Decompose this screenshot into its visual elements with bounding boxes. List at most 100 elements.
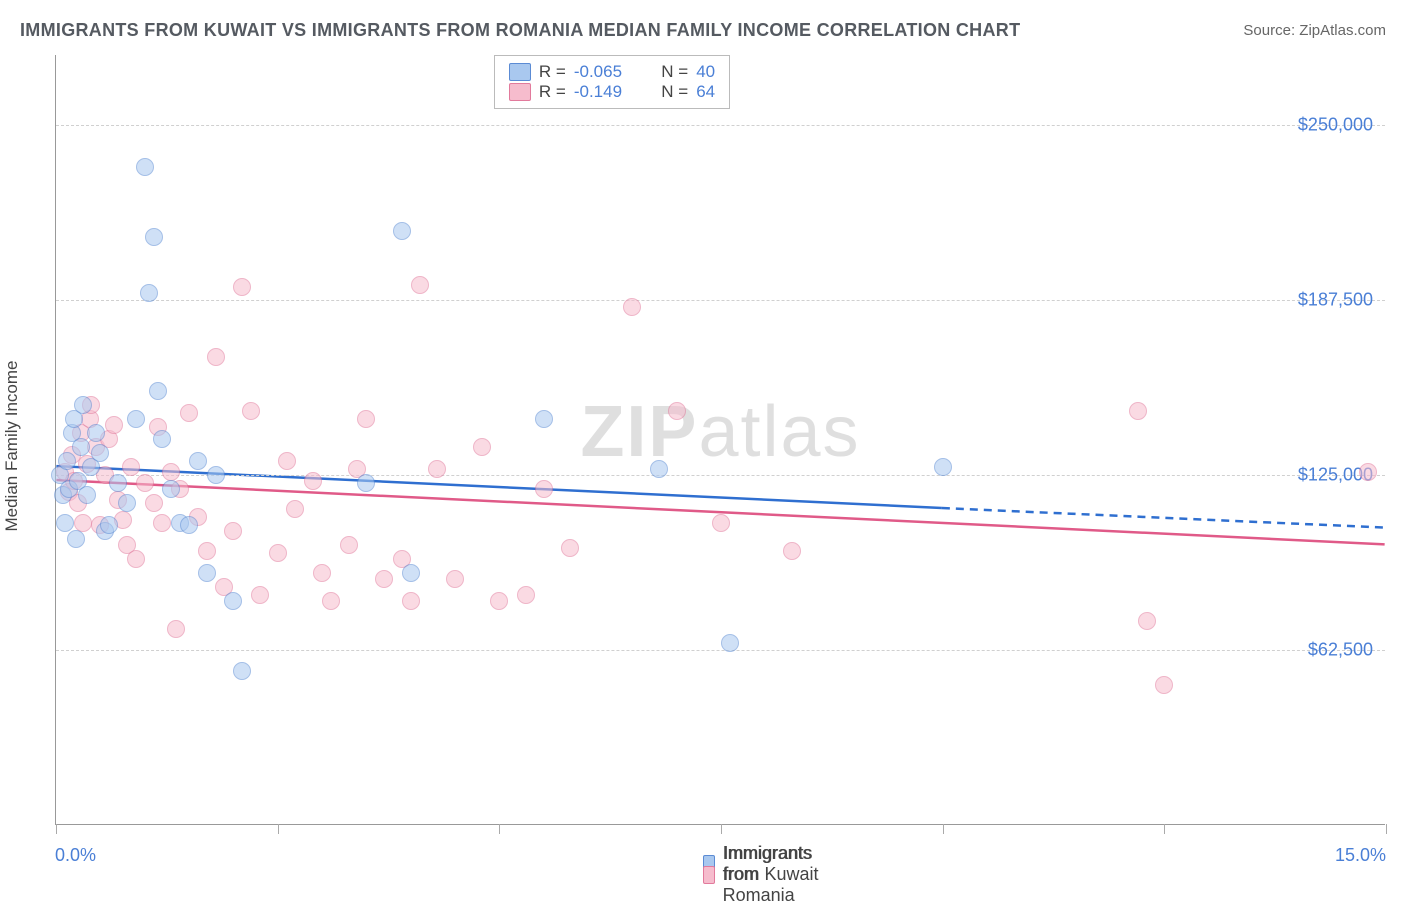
scatter-point	[87, 424, 105, 442]
scatter-point	[198, 564, 216, 582]
scatter-point	[428, 460, 446, 478]
gridline-h	[56, 125, 1385, 126]
scatter-point	[74, 514, 92, 532]
scatter-point	[535, 410, 553, 428]
r-value: -0.065	[574, 62, 644, 82]
scatter-point	[304, 472, 322, 490]
scatter-point	[198, 542, 216, 560]
legend-swatch	[509, 63, 531, 81]
n-value: 64	[696, 82, 715, 102]
scatter-point	[712, 514, 730, 532]
scatter-point	[668, 402, 686, 420]
scatter-point	[189, 452, 207, 470]
scatter-point	[517, 586, 535, 604]
plot-area: ZIPatlas $62,500$125,000$187,500$250,000	[55, 55, 1385, 825]
x-tick	[499, 824, 500, 834]
series-legend-item: Immigrants from Romania	[703, 843, 822, 906]
y-axis-label: Median Family Income	[2, 360, 22, 531]
x-tick-label-min: 0.0%	[55, 845, 96, 866]
series-legend-label: Immigrants from Romania	[723, 843, 822, 906]
chart-title: IMMIGRANTS FROM KUWAIT VS IMMIGRANTS FRO…	[20, 20, 1020, 41]
scatter-point	[269, 544, 287, 562]
scatter-point	[650, 460, 668, 478]
scatter-point	[105, 416, 123, 434]
scatter-point	[783, 542, 801, 560]
scatter-point	[127, 550, 145, 568]
y-tick-label: $250,000	[1298, 115, 1373, 136]
x-tick	[56, 824, 57, 834]
scatter-point	[278, 452, 296, 470]
scatter-point	[153, 430, 171, 448]
chart-container: IMMIGRANTS FROM KUWAIT VS IMMIGRANTS FRO…	[0, 0, 1406, 892]
stats-legend-row: R = -0.149 N = 64	[509, 82, 715, 102]
scatter-point	[233, 278, 251, 296]
scatter-point	[1129, 402, 1147, 420]
n-value: 40	[696, 62, 715, 82]
r-value: -0.149	[574, 82, 644, 102]
scatter-point	[162, 463, 180, 481]
scatter-point	[473, 438, 491, 456]
gridline-h	[56, 475, 1385, 476]
scatter-point	[1359, 463, 1377, 481]
legend-swatch	[509, 83, 531, 101]
scatter-point	[162, 480, 180, 498]
scatter-point	[224, 592, 242, 610]
scatter-point	[180, 404, 198, 422]
scatter-point	[1138, 612, 1156, 630]
scatter-point	[313, 564, 331, 582]
y-tick-label: $62,500	[1308, 640, 1373, 661]
scatter-point	[207, 466, 225, 484]
scatter-point	[934, 458, 952, 476]
scatter-point	[122, 458, 140, 476]
scatter-point	[357, 410, 375, 428]
scatter-point	[78, 486, 96, 504]
scatter-point	[136, 474, 154, 492]
scatter-point	[446, 570, 464, 588]
watermark: ZIPatlas	[580, 390, 860, 472]
scatter-point	[56, 514, 74, 532]
scatter-point	[402, 564, 420, 582]
scatter-point	[67, 530, 85, 548]
scatter-point	[109, 474, 127, 492]
scatter-point	[145, 228, 163, 246]
scatter-point	[140, 284, 158, 302]
regression-lines	[56, 55, 1385, 824]
scatter-point	[149, 382, 167, 400]
stats-legend-row: R = -0.065 N = 40	[509, 62, 715, 82]
scatter-point	[490, 592, 508, 610]
scatter-point	[623, 298, 641, 316]
scatter-point	[180, 516, 198, 534]
x-tick	[278, 824, 279, 834]
stats-legend: R = -0.065 N = 40R = -0.149 N = 64	[494, 55, 730, 109]
scatter-point	[561, 539, 579, 557]
scatter-point	[127, 410, 145, 428]
scatter-point	[74, 396, 92, 414]
scatter-point	[286, 500, 304, 518]
scatter-point	[1155, 676, 1173, 694]
legend-swatch	[703, 866, 715, 884]
scatter-point	[242, 402, 260, 420]
scatter-point	[91, 444, 109, 462]
x-tick	[721, 824, 722, 834]
scatter-point	[357, 474, 375, 492]
scatter-point	[322, 592, 340, 610]
source-label: Source: ZipAtlas.com	[1243, 22, 1386, 39]
x-tick-label-max: 15.0%	[1335, 845, 1386, 866]
gridline-h	[56, 300, 1385, 301]
scatter-point	[167, 620, 185, 638]
gridline-h	[56, 650, 1385, 651]
scatter-point	[207, 348, 225, 366]
scatter-point	[251, 586, 269, 604]
scatter-point	[535, 480, 553, 498]
scatter-point	[402, 592, 420, 610]
x-tick	[943, 824, 944, 834]
scatter-point	[224, 522, 242, 540]
scatter-point	[411, 276, 429, 294]
x-tick	[1164, 824, 1165, 834]
scatter-point	[136, 158, 154, 176]
scatter-point	[721, 634, 739, 652]
scatter-point	[340, 536, 358, 554]
scatter-point	[58, 452, 76, 470]
y-tick-label: $187,500	[1298, 290, 1373, 311]
scatter-point	[233, 662, 251, 680]
